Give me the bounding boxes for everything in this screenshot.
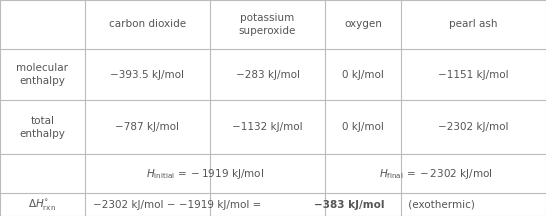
Text: −2302 kJ/mol − −1919 kJ/mol =: −2302 kJ/mol − −1919 kJ/mol = [93,200,264,210]
Text: carbon dioxide: carbon dioxide [109,19,186,29]
Text: −393.5 kJ/mol: −393.5 kJ/mol [110,70,185,79]
Text: potassium
superoxide: potassium superoxide [239,13,296,35]
Text: oxygen: oxygen [344,19,382,29]
Text: molecular
enthalpy: molecular enthalpy [16,63,68,86]
Text: (exothermic): (exothermic) [405,200,475,210]
Text: total
enthalpy: total enthalpy [19,116,66,139]
Text: −1132 kJ/mol: −1132 kJ/mol [232,122,303,132]
Text: $H_{\rm initial}$$\/ = -1919\ \rm kJ/mol$: $H_{\rm initial}$$\/ = -1919\ \rm kJ/mol… [146,167,264,181]
Text: 0 kJ/mol: 0 kJ/mol [342,70,384,79]
Text: −2302 kJ/mol: −2302 kJ/mol [438,122,509,132]
Text: $H_{\rm final}$$\/ = -2302\ \rm kJ/mol$: $H_{\rm final}$$\/ = -2302\ \rm kJ/mol$ [378,167,492,181]
Text: $\Delta H^{\circ}_{\rm rxn}$: $\Delta H^{\circ}_{\rm rxn}$ [28,197,56,212]
Text: −787 kJ/mol: −787 kJ/mol [115,122,180,132]
Text: −383 kJ/mol: −383 kJ/mol [314,200,385,210]
Text: −1151 kJ/mol: −1151 kJ/mol [438,70,509,79]
Text: −283 kJ/mol: −283 kJ/mol [235,70,300,79]
Text: pearl ash: pearl ash [449,19,498,29]
Text: 0 kJ/mol: 0 kJ/mol [342,122,384,132]
